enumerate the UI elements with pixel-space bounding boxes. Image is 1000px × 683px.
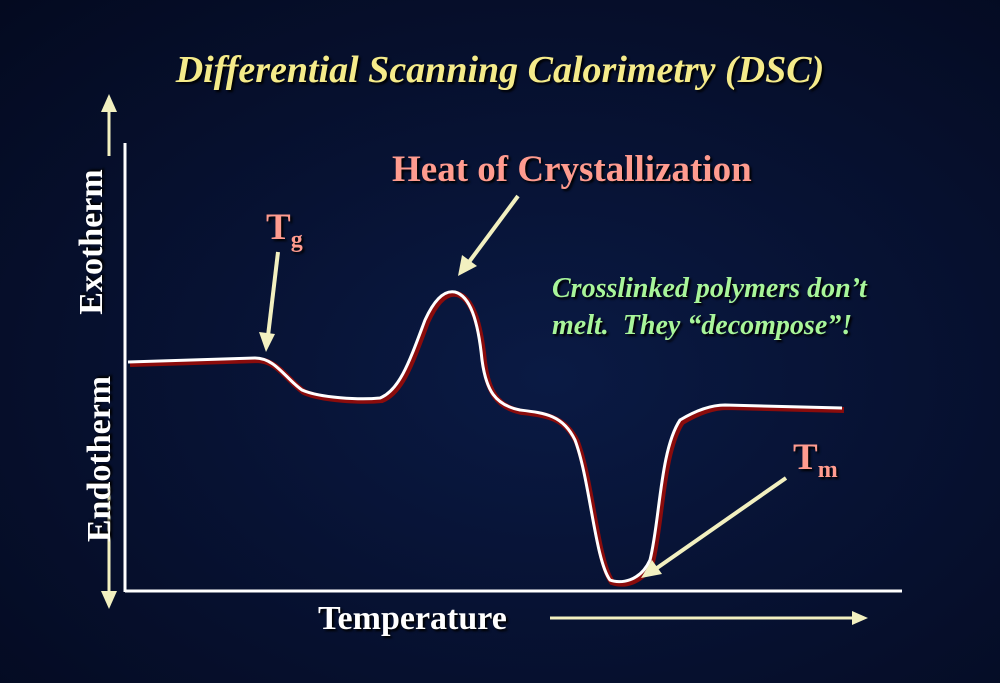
crosslinked-note: Crosslinked polymers don’t melt. They “d…	[552, 270, 867, 344]
tg-subscript: g	[290, 227, 303, 253]
tm-label: Tm	[793, 436, 838, 483]
tg-label: Tg	[266, 206, 303, 253]
x-axis-label: Temperature	[318, 600, 507, 637]
tm-main: T	[793, 437, 818, 478]
crystallization-label: Heat of Crystallization	[392, 148, 752, 191]
tg-pointer-arrow	[259, 251, 280, 352]
arrow-up-icon	[101, 94, 117, 156]
tg-main: T	[266, 207, 291, 248]
tm-pointer-arrow	[641, 476, 788, 578]
arrow-right-icon	[550, 611, 868, 625]
dsc-curve	[127, 290, 843, 584]
crystallization-text: Heat of Crystallization	[392, 149, 752, 190]
tm-subscript: m	[817, 457, 838, 483]
diagram-title: Differential Scanning Calorimetry (DSC)	[175, 49, 825, 91]
note-line-2: melt. They “decompose”!	[552, 310, 853, 341]
y-axis-label-endotherm: Endotherm	[81, 375, 118, 543]
arrow-down-icon	[101, 485, 117, 609]
y-axis-label-exotherm: Exotherm	[73, 169, 110, 315]
note-line-1: Crosslinked polymers don’t	[552, 273, 867, 304]
crystallization-pointer-arrow	[458, 194, 520, 276]
